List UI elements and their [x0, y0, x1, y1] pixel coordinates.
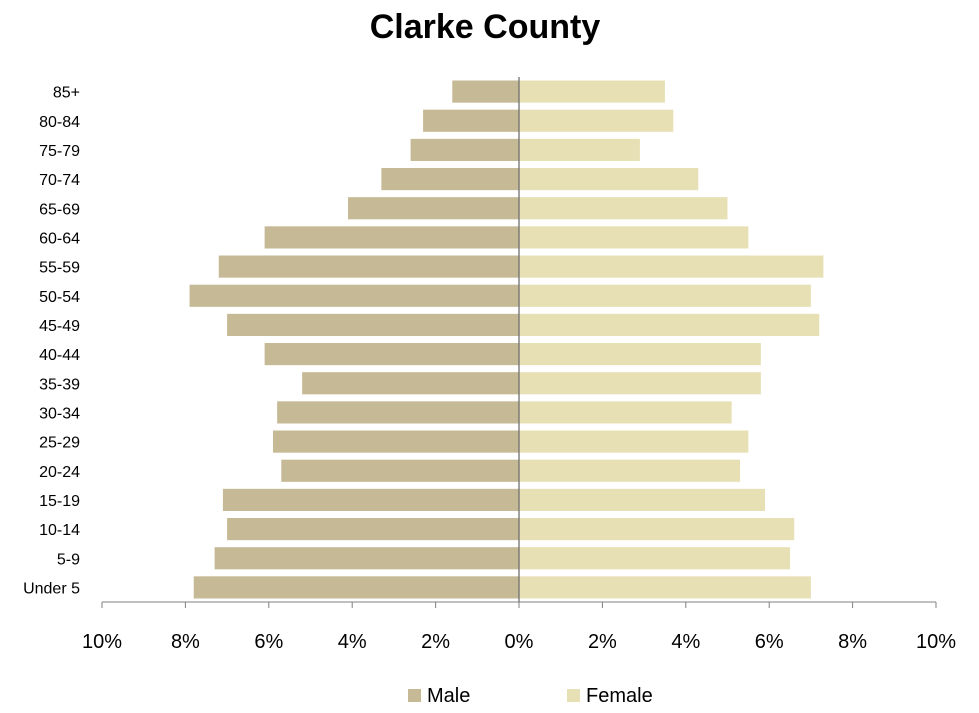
legend-label-male: Male	[427, 685, 470, 707]
x-tick-label: 6%	[755, 631, 784, 653]
category-label: 20-24	[39, 464, 80, 481]
x-tick-label: 4%	[338, 631, 367, 653]
x-tick-label: 10%	[82, 631, 122, 653]
x-tick-label: 0%	[505, 631, 534, 653]
legend-label-female: Female	[586, 685, 653, 707]
x-tick-label: 8%	[838, 631, 867, 653]
x-tick-label: 2%	[421, 631, 450, 653]
female-bar-20-24	[519, 459, 741, 482]
male-bar-under-5	[193, 576, 520, 599]
category-label: 15-19	[39, 493, 80, 510]
male-bar-55-59	[218, 255, 519, 278]
category-label: 40-44	[39, 347, 80, 364]
axes-group	[101, 77, 937, 608]
female-bar-under-5	[519, 576, 811, 599]
x-tick-label: 8%	[171, 631, 200, 653]
category-label: 5-9	[57, 551, 80, 568]
male-bar-40-44	[264, 343, 519, 366]
female-bar-40-44	[519, 343, 761, 366]
category-label: 30-34	[39, 405, 80, 422]
female-bar-70-74	[519, 168, 699, 191]
x-tick-label: 6%	[254, 631, 283, 653]
male-bar-20-24	[281, 459, 519, 482]
x-tick-labels: 10% 8% 6% 4% 2% 0% 2% 4% 6% 8% 10%	[82, 631, 956, 653]
legend-swatch-female	[567, 689, 580, 702]
category-label: 25-29	[39, 435, 80, 452]
category-label: 85+	[53, 85, 80, 102]
male-bar-50-54	[189, 284, 519, 307]
chart-title: Clarke County	[370, 8, 601, 46]
male-bar-80-84	[423, 109, 519, 132]
female-bar-75-79	[519, 138, 640, 161]
male-bar-25-29	[272, 430, 519, 453]
bars-group	[189, 80, 824, 599]
category-label: 80-84	[39, 114, 80, 131]
category-label: 55-59	[39, 260, 80, 277]
category-label: 10-14	[39, 522, 80, 539]
category-label: 60-64	[39, 230, 80, 247]
category-label: Under 5	[23, 580, 80, 597]
legend-swatch-male	[408, 689, 421, 702]
male-bar-10-14	[227, 518, 519, 541]
male-bar-35-39	[302, 372, 519, 395]
female-bar-45-49	[519, 313, 820, 336]
female-bar-85+	[519, 80, 665, 103]
category-label: 75-79	[39, 143, 80, 160]
female-bar-35-39	[519, 372, 761, 395]
female-bar-55-59	[519, 255, 824, 278]
female-bar-80-84	[519, 109, 674, 132]
legend: Male Female	[408, 685, 653, 707]
female-bar-50-54	[519, 284, 811, 307]
category-labels: 85+ 80-84 75-79 70-74 65-69 60-64 55-59 50-54 45…	[23, 85, 80, 598]
male-bar-60-64	[264, 226, 519, 249]
male-bar-75-79	[410, 138, 519, 161]
female-bar-25-29	[519, 430, 749, 453]
male-bar-5-9	[214, 547, 519, 570]
male-bar-45-49	[227, 313, 519, 336]
female-bar-5-9	[519, 547, 791, 570]
category-label: 35-39	[39, 376, 80, 393]
female-bar-15-19	[519, 488, 766, 511]
male-bar-65-69	[348, 197, 519, 220]
male-bar-85+	[452, 80, 519, 103]
female-bar-65-69	[519, 197, 728, 220]
female-bar-10-14	[519, 518, 795, 541]
category-label: 70-74	[39, 172, 80, 189]
male-bar-70-74	[381, 168, 519, 191]
category-label: 65-69	[39, 201, 80, 218]
category-label: 50-54	[39, 289, 80, 306]
x-tick-label: 2%	[588, 631, 617, 653]
x-tick-label: 10%	[916, 631, 956, 653]
category-label: 45-49	[39, 318, 80, 335]
male-bar-15-19	[222, 488, 519, 511]
female-bar-30-34	[519, 401, 732, 424]
male-bar-30-34	[277, 401, 519, 424]
female-bar-60-64	[519, 226, 749, 249]
x-tick-label: 4%	[671, 631, 700, 653]
